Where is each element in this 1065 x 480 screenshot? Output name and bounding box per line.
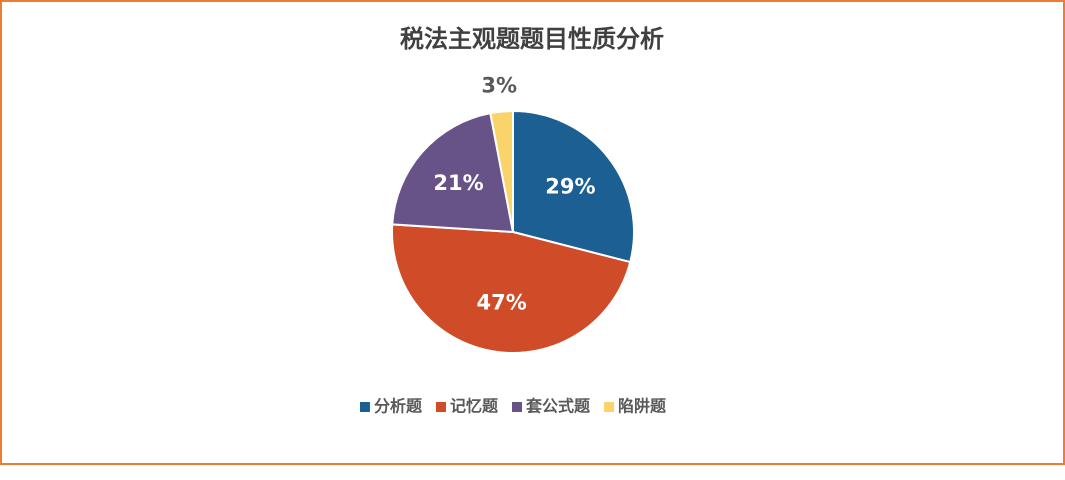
data-label: 47% [477,291,527,315]
data-label: 3% [481,74,517,98]
data-label: 21% [433,171,483,195]
legend-swatch [604,402,615,412]
legend-swatch [359,402,370,412]
pie-slice [512,109,635,264]
legend-swatch [435,402,446,412]
legend-swatch [512,402,522,412]
pie-slice [391,223,632,354]
legend-label: 陷阱题 [618,397,667,416]
legend: 分析题 记忆题 套公式题 陷阱题 [359,397,667,416]
pie-slice [391,111,515,234]
pie-slice [489,109,514,233]
chart-title: 税法主观题题目性质分析 [400,25,664,53]
legend-label: 套公式题 [525,397,591,416]
legend-label: 记忆题 [450,397,499,416]
legend-label: 分析题 [374,397,423,416]
data-label: 29% [545,175,595,199]
